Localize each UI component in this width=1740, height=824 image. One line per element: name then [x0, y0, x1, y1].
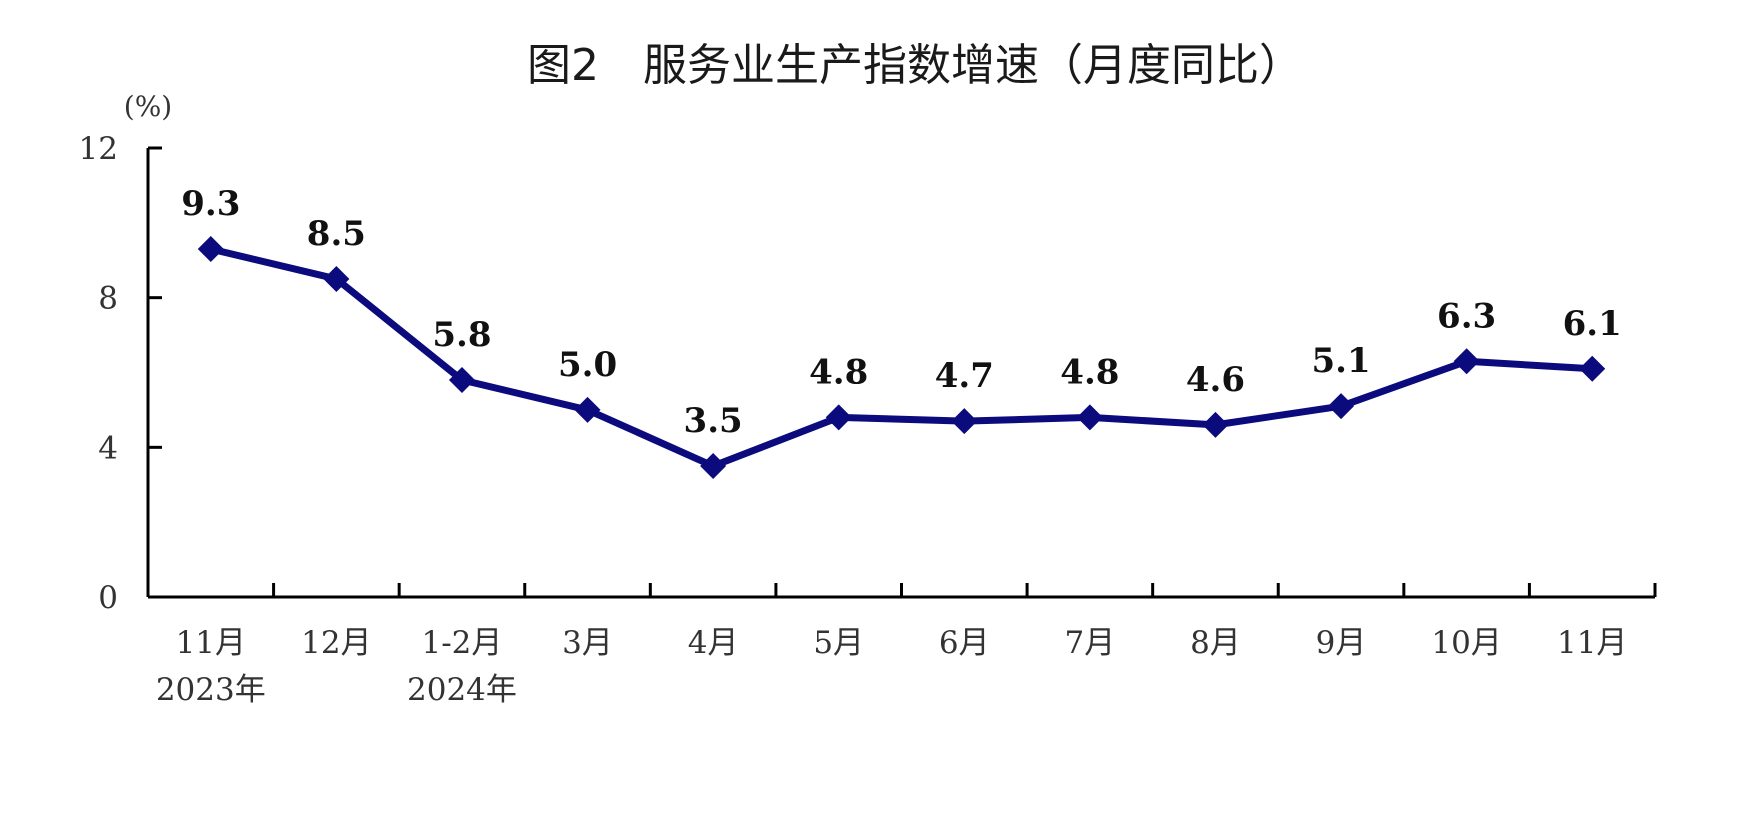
x-tick-label: 7月	[1065, 625, 1116, 661]
x-tick-label: 8月	[1190, 625, 1241, 661]
data-point-marker	[323, 265, 350, 292]
data-point-marker	[825, 404, 852, 431]
data-value-label: 6.1	[1563, 304, 1622, 344]
data-point-marker	[1579, 355, 1606, 382]
data-value-label: 4.8	[1060, 352, 1119, 392]
x-tick-label: 6月	[939, 625, 990, 661]
x-tick-label: 1-2月	[421, 625, 502, 661]
y-tick-label: 4	[98, 430, 118, 466]
y-axis-ticks: 0 4 8 12	[79, 131, 162, 616]
chart-title: 图2 服务业生产指数增速（月度同比）	[527, 40, 1303, 91]
data-point-marker	[951, 408, 978, 435]
data-value-label: 9.3	[181, 184, 240, 224]
data-value-label: 4.7	[935, 356, 994, 396]
x-tick-label: 10月	[1431, 625, 1501, 661]
data-labels: 9.3 8.5 5.8 5.0 3.5 4.8 4.7 4.8 4.6 5.1 6.3 6.1	[181, 184, 1622, 441]
data-value-label: 4.6	[1186, 360, 1245, 400]
data-point-marker	[448, 366, 475, 393]
data-value-label: 5.1	[1311, 341, 1370, 381]
data-value-label: 5.0	[558, 345, 617, 385]
y-tick-label: 0	[98, 580, 118, 616]
x-year-label: 2023年	[156, 672, 266, 708]
data-point-marker	[1076, 404, 1103, 431]
series-polyline	[209, 245, 1593, 470]
y-tick-label: 12	[79, 131, 118, 167]
x-tick-label: 4月	[688, 625, 739, 661]
x-tick-label: 11月	[1557, 625, 1627, 661]
x-tick-label: 3月	[562, 625, 613, 661]
data-point-marker	[197, 236, 224, 263]
data-point-marker	[574, 396, 601, 423]
x-year-label: 2024年	[407, 672, 517, 708]
data-point-marker	[1202, 411, 1229, 438]
x-tick-label: 5月	[813, 625, 864, 661]
data-value-label: 3.5	[684, 401, 743, 441]
series-line	[209, 245, 1593, 470]
x-tick-label: 12月	[301, 625, 371, 661]
data-value-label: 4.8	[809, 352, 868, 392]
data-value-label: 8.5	[307, 214, 366, 254]
y-tick-label: 8	[98, 281, 118, 317]
series-markers	[197, 236, 1606, 480]
data-point-marker	[700, 453, 727, 480]
data-point-marker	[1328, 393, 1355, 420]
data-value-label: 6.3	[1437, 296, 1496, 336]
x-axis-ticks: 11月 2023年 12月 1-2月 2024年 3月 4月 5月 6月 7月 8月 9月 10月 11月	[156, 583, 1657, 708]
x-tick-label: 11月	[176, 625, 246, 661]
x-tick-label: 9月	[1316, 625, 1367, 661]
y-axis-unit: (%)	[124, 90, 172, 123]
data-value-label: 5.8	[432, 315, 491, 355]
data-point-marker	[1453, 348, 1480, 375]
